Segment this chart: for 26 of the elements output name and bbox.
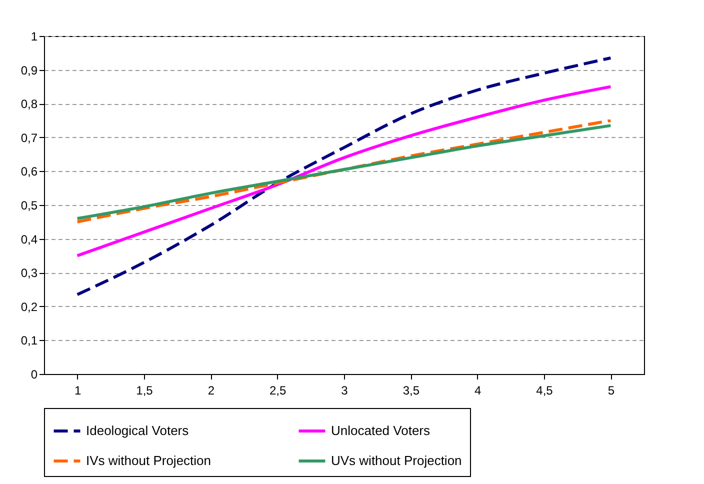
y-tick-label: 0,7 [20,130,38,145]
x-tick-label: 2 [208,384,215,398]
x-tick-label: 3 [341,384,348,398]
y-tick-label: 0,3 [20,266,38,280]
y-tick-label: 0,4 [20,232,38,246]
x-tick-label: 4 [474,384,482,398]
y-tick-label: 0,8 [20,97,38,112]
legend-label: Unlocated Voters [331,423,431,438]
x-tick-label: 2,5 [269,384,286,398]
y-tick-label: 0,5 [20,198,38,212]
x-tick-label: 5 [608,384,615,398]
x-tick-label: 1,5 [136,384,154,398]
x-tick-label: 4,5 [536,384,554,398]
legend-label: IVs without Projection [86,453,212,468]
y-tick-label: 0,9 [20,63,38,78]
y-tick-label: 0,1 [20,334,38,348]
line-series [76,56,612,296]
legend-label: Ideological Voters [86,423,190,438]
y-tick-label: 1 [30,30,38,44]
y-tick-label: 0,6 [20,164,38,179]
x-tick-label: 3,5 [402,384,420,398]
x-tick-label: 1 [74,384,82,398]
y-tick-label: 0,2 [20,300,38,314]
line-series [76,85,612,258]
y-tick-label: 0 [30,368,38,382]
legend-label: UVs without Projection [331,453,462,468]
